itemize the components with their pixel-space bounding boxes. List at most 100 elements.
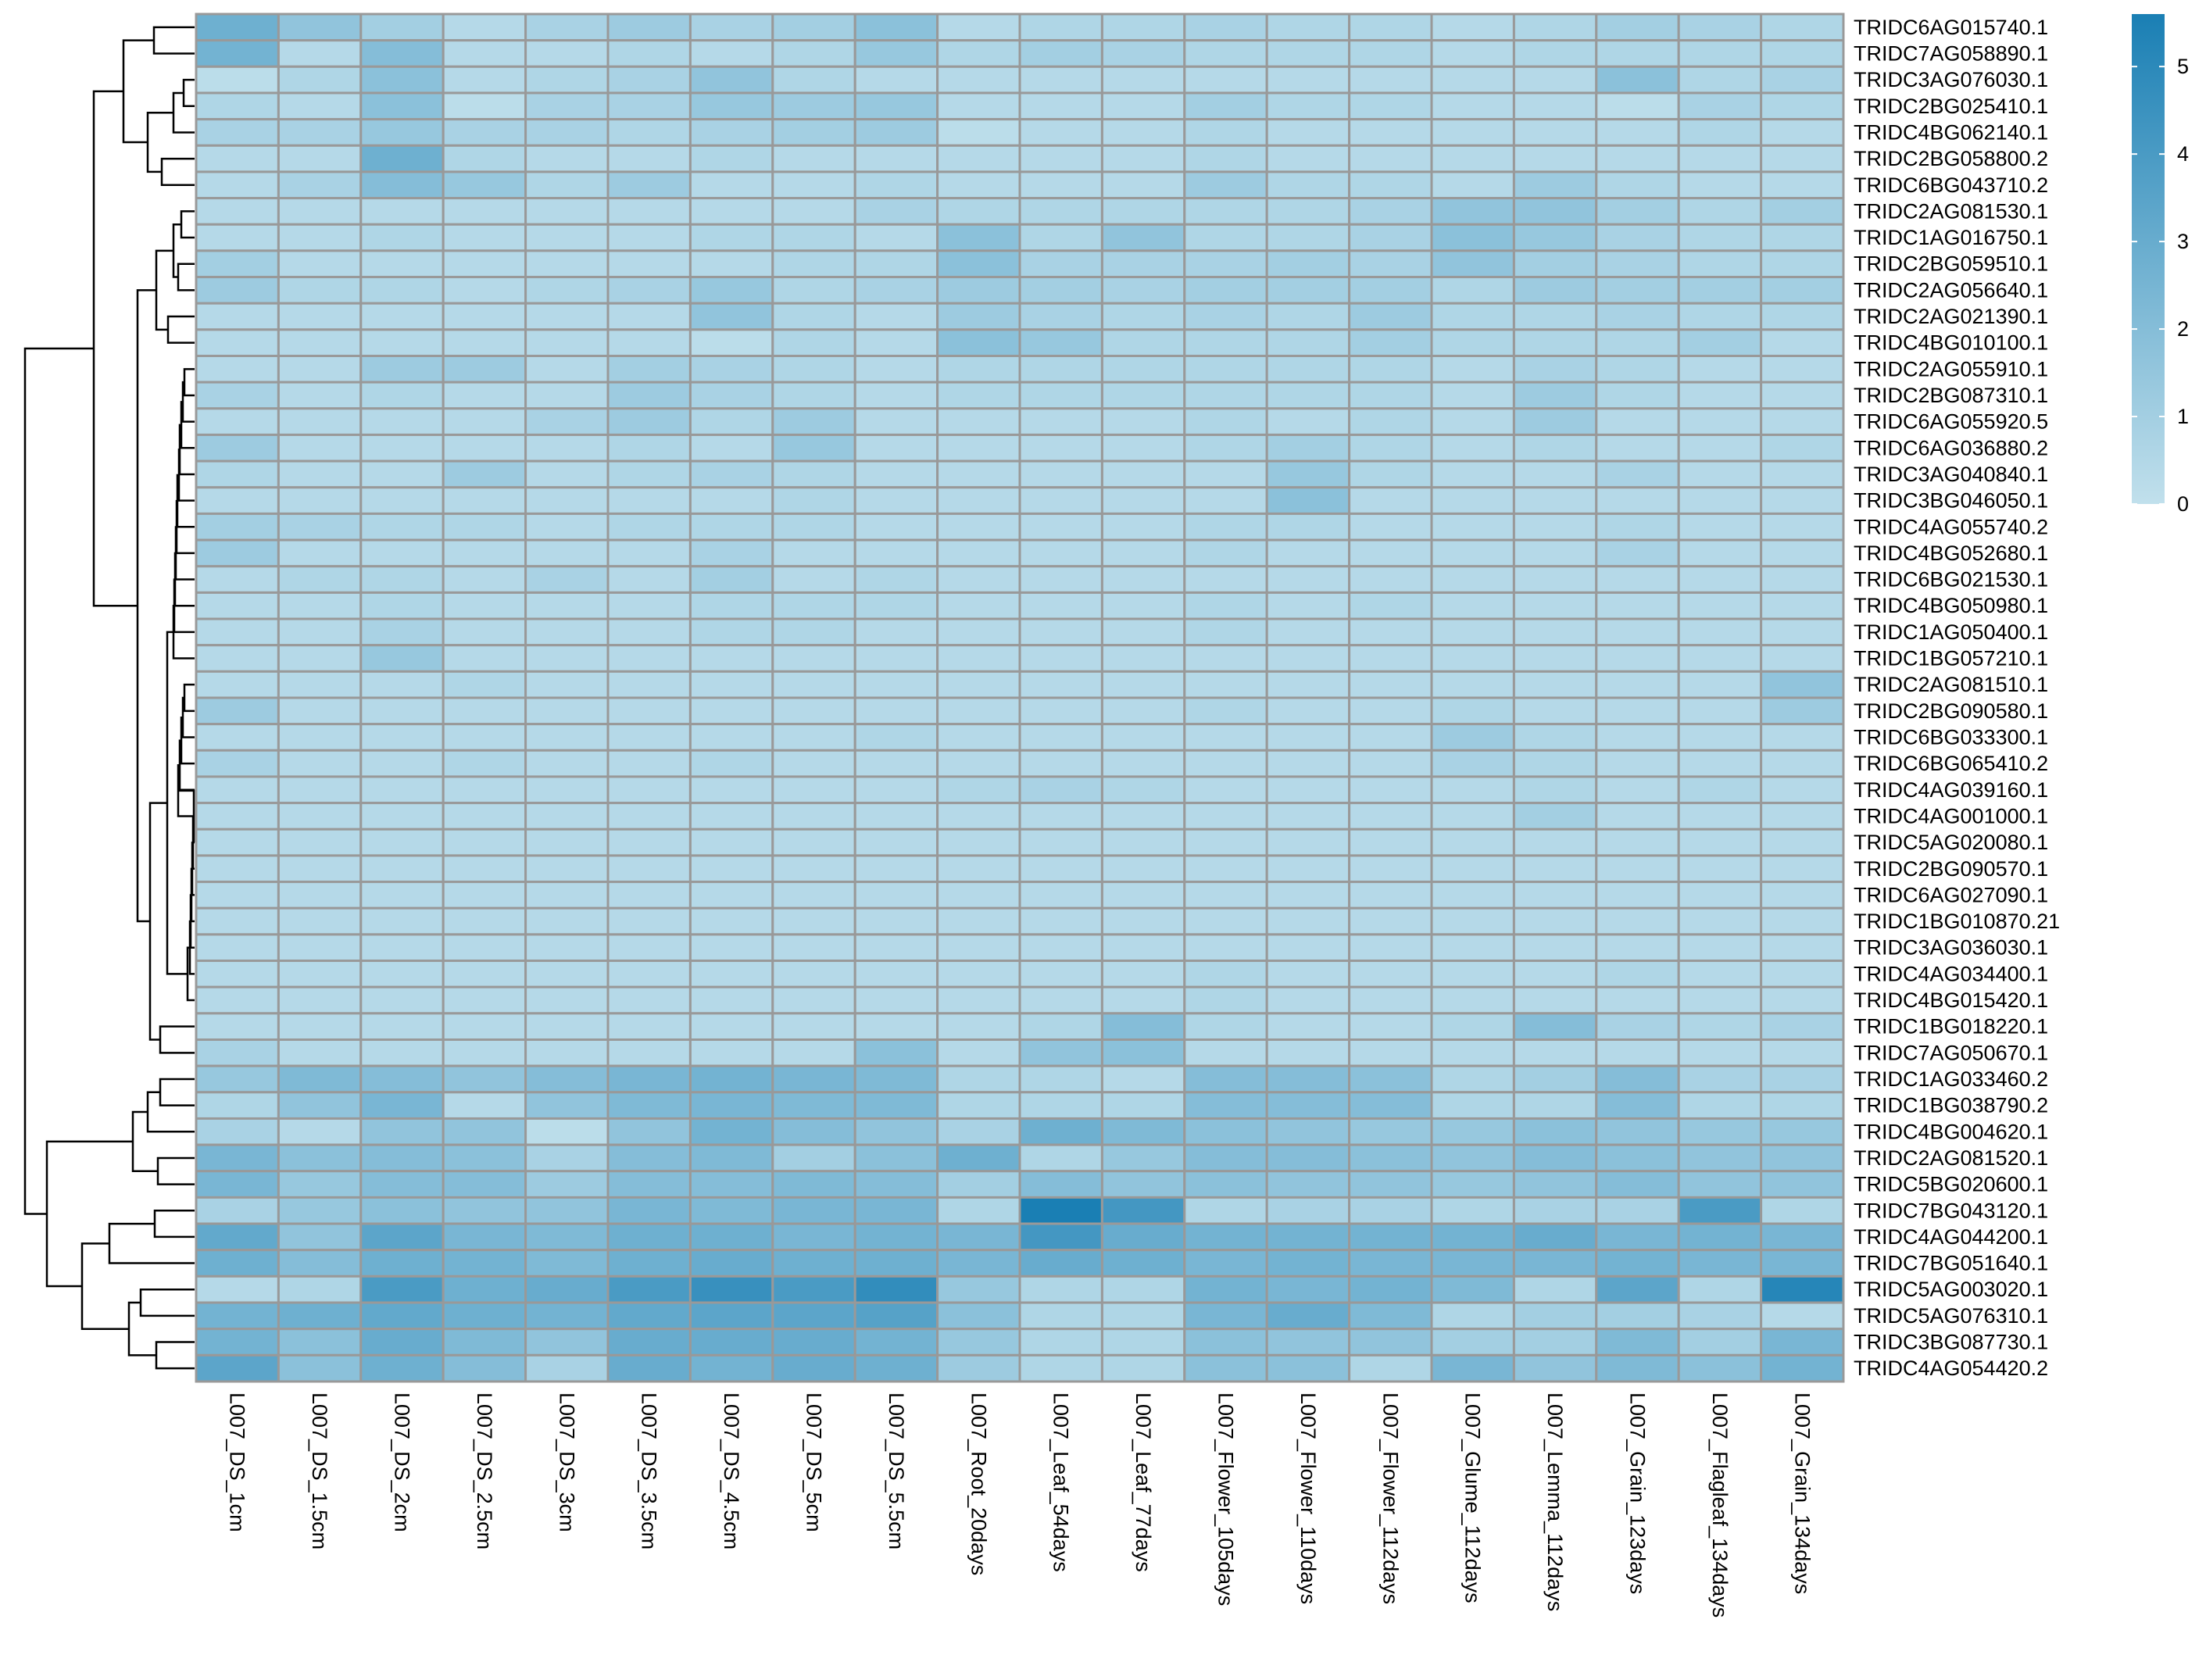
heatmap-cell: [277, 355, 363, 384]
heatmap-cell: [1183, 144, 1268, 173]
heatmap-cell: [853, 985, 939, 1015]
heatmap-cell: [853, 328, 939, 358]
heatmap-cell: [606, 775, 692, 805]
heatmap-cell: [277, 1301, 363, 1331]
heatmap-cell: [1265, 249, 1351, 279]
heatmap-cell: [524, 1143, 610, 1173]
heatmap-cell: [442, 118, 527, 147]
heatmap-cell: [771, 1012, 856, 1041]
heatmap-cell: [1100, 197, 1186, 226]
heatmap-cell: [359, 39, 445, 68]
heatmap-cell: [1677, 512, 1763, 542]
heatmap-cell: [1595, 1196, 1680, 1225]
heatmap-cell: [359, 881, 445, 910]
heatmap-cell: [1595, 749, 1680, 778]
row-label: TRIDC4AG055740.2: [1854, 515, 2048, 538]
heatmap-cell: [1100, 512, 1186, 542]
heatmap-cell: [1348, 854, 1433, 884]
heatmap-cell: [1183, 1170, 1268, 1199]
heatmap-cell: [853, 960, 939, 988]
heatmap-cell: [936, 1117, 1021, 1146]
heatmap-cell: [688, 696, 774, 726]
heatmap-cell: [688, 223, 774, 252]
heatmap-cell: [1677, 486, 1763, 515]
heatmap-cell: [1100, 302, 1186, 331]
heatmap-cell: [1430, 407, 1515, 436]
heatmap-cell: [195, 355, 280, 384]
heatmap-cell: [1512, 933, 1598, 963]
heatmap-cell: [853, 1091, 939, 1120]
heatmap-cell: [688, 144, 774, 173]
heatmap-cell: [1100, 538, 1186, 568]
dendrogram-branch: [155, 249, 173, 331]
heatmap-cell: [359, 381, 445, 410]
heatmap-cell: [1430, 775, 1515, 805]
heatmap-cell: [359, 1301, 445, 1331]
heatmap-cell: [1100, 827, 1186, 857]
heatmap-cell: [1265, 118, 1351, 147]
heatmap-cell: [1512, 696, 1598, 726]
heatmap-cell: [442, 1117, 527, 1146]
heatmap-cell: [688, 276, 774, 305]
heatmap-cell: [1595, 276, 1680, 305]
heatmap-cell: [771, 802, 856, 831]
heatmap-cell: [1265, 827, 1351, 857]
heatmap-cell: [1183, 1328, 1268, 1357]
heatmap-cell: [1677, 118, 1763, 147]
heatmap-cell: [1265, 906, 1351, 936]
dendrogram-branch: [159, 1078, 195, 1106]
heatmap-cell: [853, 696, 939, 726]
heatmap-cell: [1183, 933, 1268, 963]
heatmap-cell: [1018, 1012, 1103, 1041]
heatmap-cell: [688, 65, 774, 95]
heatmap-cell: [1430, 749, 1515, 778]
heatmap-cell: [1348, 486, 1433, 515]
row-dendrogram: [23, 26, 195, 1370]
heatmap-cell: [1512, 1353, 1598, 1383]
heatmap-cell: [1595, 670, 1680, 699]
heatmap-cell: [606, 644, 692, 673]
heatmap-cell: [359, 1353, 445, 1383]
heatmap-cell: [442, 144, 527, 173]
heatmap-cell: [688, 1328, 774, 1357]
heatmap-cell: [853, 670, 939, 699]
heatmap-cell: [1595, 1353, 1680, 1383]
heatmap-cell: [771, 644, 856, 673]
heatmap-cell: [1100, 249, 1186, 279]
heatmap-cell: [1512, 749, 1598, 778]
heatmap-cell: [195, 512, 280, 542]
heatmap-cell: [1760, 302, 1845, 331]
heatmap-cell: [1760, 617, 1845, 647]
heatmap-cell: [606, 91, 692, 121]
heatmap-cell: [688, 1170, 774, 1199]
heatmap-cell: [1100, 1196, 1186, 1225]
heatmap-cell: [359, 407, 445, 436]
heatmap-cell: [1265, 13, 1351, 42]
heatmap-cell: [1430, 723, 1515, 752]
heatmap-cell: [442, 197, 527, 226]
heatmap-cell: [1595, 1222, 1680, 1252]
heatmap-cell: [442, 906, 527, 936]
heatmap-cell: [195, 723, 280, 752]
heatmap-cell: [277, 906, 363, 936]
heatmap-cell: [1183, 486, 1268, 515]
heatmap-cell: [1348, 644, 1433, 673]
heatmap-cell: [1677, 249, 1763, 279]
heatmap-cell: [1183, 960, 1268, 988]
row-label: TRIDC4BG015420.1: [1854, 988, 2048, 1012]
heatmap-cell: [1348, 723, 1433, 752]
heatmap-cell: [524, 65, 610, 95]
heatmap-cell: [771, 1222, 856, 1252]
heatmap-cell: [1018, 249, 1103, 279]
heatmap-cell: [524, 249, 610, 279]
heatmap-cell: [442, 617, 527, 647]
heatmap-cell: [1018, 407, 1103, 436]
heatmap-cell: [442, 355, 527, 384]
heatmap-cell: [195, 1274, 280, 1304]
heatmap-cell: [359, 459, 445, 489]
heatmap-cell: [524, 906, 610, 936]
heatmap-cell: [524, 1249, 610, 1278]
heatmap-cell: [359, 906, 445, 936]
heatmap-cell: [359, 696, 445, 726]
heatmap-cell: [771, 407, 856, 436]
